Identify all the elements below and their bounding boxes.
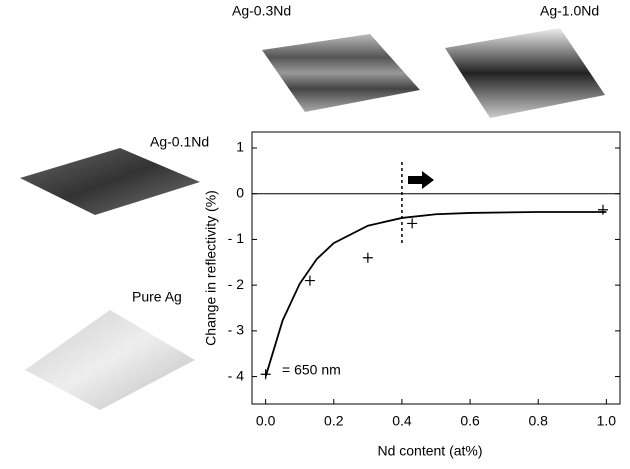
x-axis-label: Nd content (at%) (377, 443, 482, 459)
y-tick-label: 0 (236, 184, 244, 200)
x-tick-label: 0.8 (528, 413, 548, 429)
plot-frame (251, 131, 621, 405)
image-label: Ag-1.0Nd (540, 3, 599, 19)
surface-image (445, 28, 605, 118)
annotation: = 650 nm (282, 362, 341, 378)
arrow (408, 171, 434, 189)
x-tick-label: 0.0 (256, 413, 276, 429)
y-tick-label: - 3 (228, 322, 245, 338)
surface-image (25, 310, 195, 410)
x-tick-label: 0.2 (324, 413, 344, 429)
y-tick-label: 1 (236, 139, 244, 155)
image-label: Pure Ag (132, 289, 182, 305)
surface-image (262, 34, 420, 112)
x-tick-label: 1.0 (597, 413, 617, 429)
point (407, 218, 418, 229)
y-tick-label: - 4 (228, 367, 245, 383)
x-tick-label: 0.6 (460, 413, 480, 429)
y-axis-label: Change in reflectivity (%) (203, 190, 219, 346)
x-tick-label: 0.4 (392, 413, 412, 429)
point (304, 275, 315, 286)
fit-curve (264, 211, 607, 377)
y-tick-label: - 2 (228, 276, 245, 292)
point (597, 204, 608, 215)
point (362, 252, 373, 263)
surface-image (20, 148, 200, 215)
y-tick-label: - 1 (228, 230, 245, 246)
image-label: Ag-0.1Nd (150, 134, 209, 150)
image-label: Ag-0.3Nd (232, 3, 291, 19)
